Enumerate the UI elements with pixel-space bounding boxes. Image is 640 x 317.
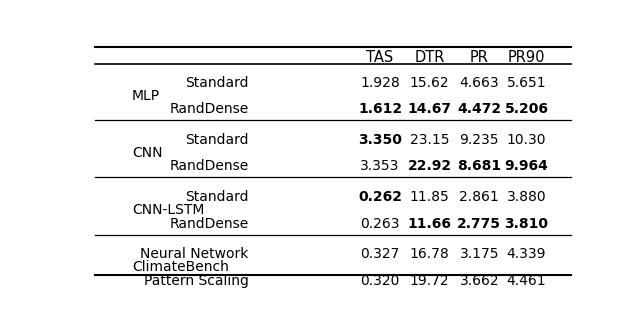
Text: PR: PR xyxy=(470,50,489,65)
Text: PR90: PR90 xyxy=(508,50,545,65)
Text: 1.928: 1.928 xyxy=(360,76,400,90)
Text: 9.235: 9.235 xyxy=(460,133,499,147)
Text: 5.206: 5.206 xyxy=(504,102,548,116)
Text: 4.339: 4.339 xyxy=(507,247,546,261)
Text: Standard: Standard xyxy=(185,76,249,90)
Text: 3.880: 3.880 xyxy=(507,190,546,204)
Text: RandDense: RandDense xyxy=(170,217,249,230)
Text: 8.681: 8.681 xyxy=(457,159,501,173)
Text: 3.662: 3.662 xyxy=(460,274,499,288)
Text: 4.663: 4.663 xyxy=(460,76,499,90)
Text: ClimateBench: ClimateBench xyxy=(132,261,229,275)
Text: 0.327: 0.327 xyxy=(360,247,400,261)
Text: 5.651: 5.651 xyxy=(507,76,546,90)
Text: 0.263: 0.263 xyxy=(360,217,400,230)
Text: 11.85: 11.85 xyxy=(410,190,449,204)
Text: 3.175: 3.175 xyxy=(460,247,499,261)
Text: 23.15: 23.15 xyxy=(410,133,449,147)
Text: Neural Network: Neural Network xyxy=(140,247,249,261)
Text: Standard: Standard xyxy=(185,133,249,147)
Text: 2.861: 2.861 xyxy=(460,190,499,204)
Text: TAS: TAS xyxy=(367,50,394,65)
Text: 0.320: 0.320 xyxy=(360,274,400,288)
Text: 0.262: 0.262 xyxy=(358,190,402,204)
Text: 16.78: 16.78 xyxy=(410,247,449,261)
Text: MLP: MLP xyxy=(132,89,160,103)
Text: 14.67: 14.67 xyxy=(408,102,452,116)
Text: Pattern Scaling: Pattern Scaling xyxy=(144,274,249,288)
Text: 9.964: 9.964 xyxy=(504,159,548,173)
Text: DTR: DTR xyxy=(415,50,445,65)
Text: 10.30: 10.30 xyxy=(507,133,546,147)
Text: 22.92: 22.92 xyxy=(408,159,452,173)
Text: 19.72: 19.72 xyxy=(410,274,449,288)
Text: 4.461: 4.461 xyxy=(507,274,546,288)
Text: 3.353: 3.353 xyxy=(360,159,400,173)
Text: 3.350: 3.350 xyxy=(358,133,402,147)
Text: 3.810: 3.810 xyxy=(504,217,548,230)
Text: CNN-LSTM: CNN-LSTM xyxy=(132,204,204,217)
Text: 4.472: 4.472 xyxy=(457,102,501,116)
Text: RandDense: RandDense xyxy=(170,159,249,173)
Text: 2.775: 2.775 xyxy=(458,217,501,230)
Text: 15.62: 15.62 xyxy=(410,76,449,90)
Text: RandDense: RandDense xyxy=(170,102,249,116)
Text: 1.612: 1.612 xyxy=(358,102,402,116)
Text: CNN: CNN xyxy=(132,146,163,160)
Text: 11.66: 11.66 xyxy=(408,217,452,230)
Text: Standard: Standard xyxy=(185,190,249,204)
